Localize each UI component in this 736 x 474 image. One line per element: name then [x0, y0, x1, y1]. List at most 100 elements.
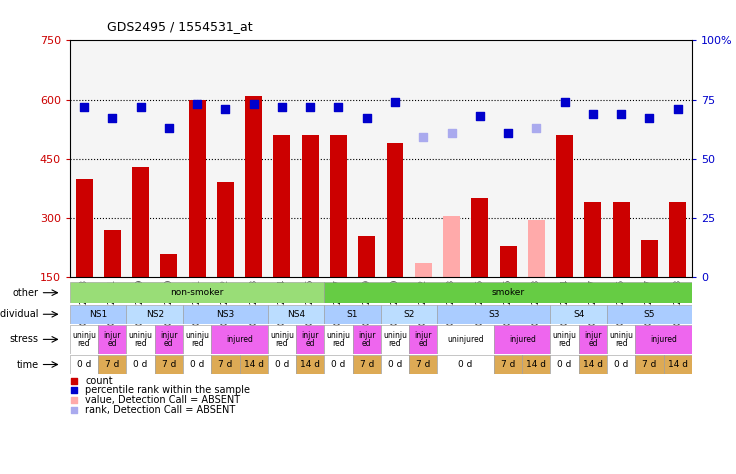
Bar: [325, 325, 353, 354]
Point: [559, 98, 570, 106]
Text: 0 d: 0 d: [459, 360, 473, 369]
Bar: [183, 325, 211, 354]
Text: 14 d: 14 d: [300, 360, 320, 369]
Text: non-smoker: non-smoker: [171, 288, 224, 297]
Text: uninju
red: uninju red: [609, 331, 633, 348]
Text: injured: injured: [509, 335, 536, 344]
Bar: [76, 179, 93, 277]
Bar: [268, 325, 296, 354]
Text: 7 d: 7 d: [643, 360, 657, 369]
Text: injured: injured: [650, 335, 677, 344]
Point: [615, 110, 627, 118]
Point: [191, 100, 203, 108]
Bar: [104, 230, 121, 277]
Bar: [296, 325, 325, 354]
Bar: [211, 325, 268, 354]
Text: 0 d: 0 d: [77, 360, 91, 369]
Bar: [578, 355, 607, 374]
Point: [135, 103, 146, 110]
Text: NS3: NS3: [216, 310, 235, 319]
Point: [474, 112, 486, 120]
Bar: [70, 282, 325, 303]
Text: 7 d: 7 d: [218, 360, 233, 369]
Text: 7 d: 7 d: [360, 360, 374, 369]
Bar: [274, 135, 291, 277]
Point: [672, 105, 684, 113]
Text: uninju
red: uninju red: [553, 331, 576, 348]
Text: uninjured: uninjured: [447, 335, 484, 344]
Bar: [127, 305, 183, 324]
Text: smoker: smoker: [492, 288, 525, 297]
Bar: [612, 202, 630, 277]
Text: time: time: [16, 359, 38, 370]
Bar: [669, 202, 686, 277]
Bar: [523, 355, 551, 374]
Bar: [494, 325, 551, 354]
Point: [304, 103, 316, 110]
Text: injured: injured: [226, 335, 253, 344]
Bar: [183, 305, 268, 324]
Bar: [641, 240, 658, 277]
Bar: [211, 355, 239, 374]
Text: uninju
red: uninju red: [270, 331, 294, 348]
Text: 14 d: 14 d: [244, 360, 263, 369]
Text: 14 d: 14 d: [668, 360, 687, 369]
Text: 0 d: 0 d: [388, 360, 402, 369]
Point: [333, 103, 344, 110]
Text: percentile rank within the sample: percentile rank within the sample: [85, 385, 250, 395]
Text: 7 d: 7 d: [501, 360, 515, 369]
Bar: [664, 355, 692, 374]
Text: S5: S5: [644, 310, 655, 319]
Bar: [635, 325, 692, 354]
Bar: [437, 305, 551, 324]
Text: injur
ed: injur ed: [358, 331, 375, 348]
Point: [446, 129, 458, 137]
Point: [68, 377, 80, 384]
Text: 0 d: 0 d: [557, 360, 572, 369]
Bar: [556, 135, 573, 277]
Bar: [500, 246, 517, 277]
Bar: [188, 100, 205, 277]
Text: 0 d: 0 d: [275, 360, 289, 369]
Text: 0 d: 0 d: [614, 360, 629, 369]
Point: [68, 396, 80, 404]
Text: S3: S3: [488, 310, 500, 319]
Point: [361, 115, 372, 122]
Point: [531, 124, 542, 132]
Point: [389, 98, 401, 106]
Text: uninju
red: uninju red: [129, 331, 152, 348]
Point: [276, 103, 288, 110]
Bar: [183, 355, 211, 374]
Bar: [437, 325, 494, 354]
Bar: [127, 355, 155, 374]
Point: [502, 129, 514, 137]
Text: uninju
red: uninju red: [383, 331, 407, 348]
Bar: [160, 254, 177, 277]
Text: other: other: [13, 288, 38, 298]
Text: individual: individual: [0, 309, 38, 319]
Bar: [70, 305, 127, 324]
Text: S2: S2: [403, 310, 415, 319]
Bar: [330, 135, 347, 277]
Bar: [386, 143, 403, 277]
Bar: [268, 355, 296, 374]
Text: GDS2495 / 1554531_at: GDS2495 / 1554531_at: [107, 20, 252, 33]
Point: [163, 124, 174, 132]
Bar: [70, 355, 98, 374]
Point: [219, 105, 231, 113]
Text: S4: S4: [573, 310, 584, 319]
Text: 7 d: 7 d: [105, 360, 119, 369]
Text: NS1: NS1: [89, 310, 107, 319]
Point: [248, 100, 260, 108]
Text: 14 d: 14 d: [583, 360, 603, 369]
Text: NS4: NS4: [287, 310, 305, 319]
Bar: [443, 216, 460, 277]
Text: rank, Detection Call = ABSENT: rank, Detection Call = ABSENT: [85, 404, 236, 415]
Bar: [415, 264, 432, 277]
Bar: [127, 325, 155, 354]
Bar: [302, 135, 319, 277]
Bar: [409, 325, 437, 354]
Point: [417, 134, 429, 141]
Bar: [578, 325, 607, 354]
Bar: [528, 220, 545, 277]
